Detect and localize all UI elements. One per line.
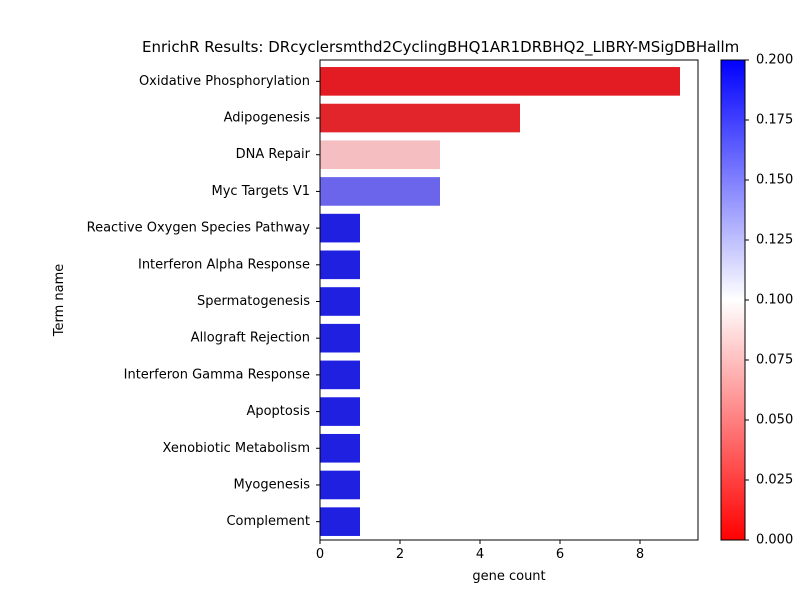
y-tick-label: Allograft Rejection <box>191 331 310 346</box>
colorbar-tick-label: 0.175 <box>756 113 793 128</box>
colorbar-tick-label: 0.125 <box>756 233 793 248</box>
colorbar-tick-label: 0.025 <box>756 473 793 488</box>
colorbar-tick-label: 0.150 <box>756 173 793 188</box>
y-axis: Oxidative Phosphorylation Adipogenesis DNA… <box>87 74 320 529</box>
colorbar-tick-label: 0.075 <box>756 353 793 368</box>
colorbar <box>720 59 746 541</box>
y-tick-label: Myogenesis <box>233 477 310 492</box>
y-tick-label: Interferon Alpha Response <box>138 257 310 272</box>
bar <box>320 360 360 390</box>
y-tick-label: Adipogenesis <box>224 111 311 126</box>
y-tick-label: Complement <box>226 514 310 529</box>
plot-frame <box>319 59 699 541</box>
x-tick-label: 4 <box>476 547 484 562</box>
y-tick-label: DNA Repair <box>236 147 311 162</box>
bars-layer <box>320 67 680 536</box>
x-tick-label: 0 <box>316 547 324 562</box>
bar <box>320 397 360 426</box>
x-tick-label: 8 <box>636 547 644 562</box>
bar <box>320 67 680 96</box>
y-tick-label: Oxidative Phosphorylation <box>139 74 310 89</box>
y-axis-title: Term name <box>52 264 67 338</box>
y-tick-label: Reactive Oxygen Species Pathway <box>87 221 311 236</box>
x-tick-label: 6 <box>556 547 564 562</box>
x-tick-label: 2 <box>396 547 404 562</box>
bar <box>320 213 360 243</box>
colorbar-tick-label: 0.050 <box>756 413 793 428</box>
colorbar-tick-label: 0.200 <box>756 53 793 68</box>
bar <box>320 103 520 133</box>
bar <box>320 287 360 316</box>
bar <box>320 470 360 500</box>
bar <box>320 433 360 463</box>
chart-title: EnrichR Results: DRcyclersmthd2CyclingBH… <box>142 38 739 57</box>
y-tick-label: Spermatogenesis <box>197 294 310 309</box>
y-tick-label: Myc Targets V1 <box>212 184 310 199</box>
x-axis: 0 2 4 6 8 <box>316 540 644 562</box>
colorbar-tick-label: 0.000 <box>756 533 793 548</box>
y-tick-label: Interferon Gamma Response <box>124 367 310 382</box>
colorbar-tick-label: 0.100 <box>756 293 793 308</box>
bar <box>320 140 440 170</box>
bar <box>320 507 360 536</box>
bar <box>320 250 360 280</box>
bar <box>320 177 440 206</box>
y-tick-label: Xenobiotic Metabolism <box>163 441 310 456</box>
colorbar-axis: 0.000 0.025 0.050 0.075 0.100 0.125 0.150 0.175… <box>745 53 793 548</box>
x-axis-title: gene count <box>472 569 545 584</box>
bar <box>320 323 360 353</box>
y-tick-label: Apoptosis <box>246 404 310 419</box>
